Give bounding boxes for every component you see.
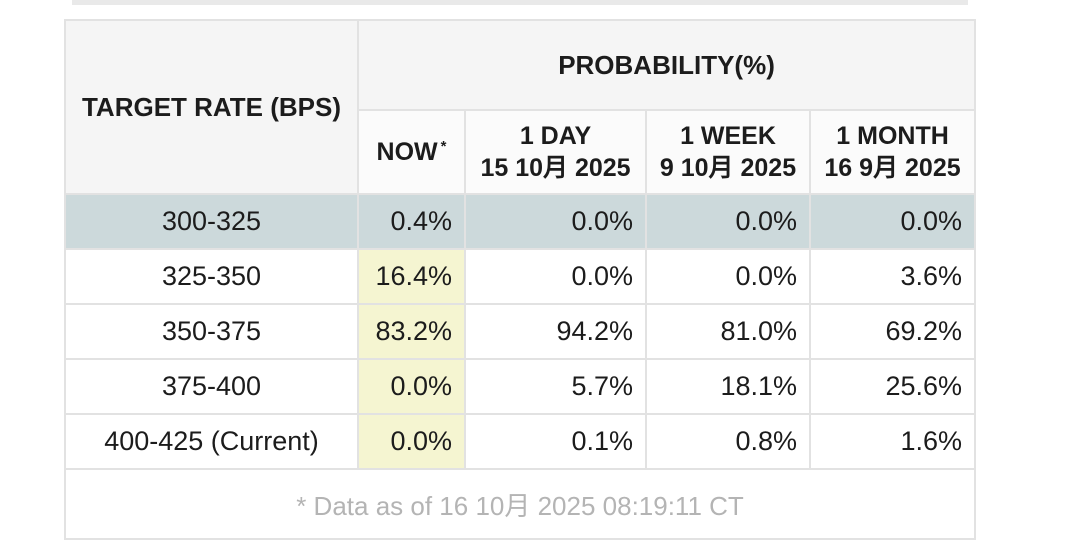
target-rate-cell: 350-375 <box>64 303 359 360</box>
one-day-value: 94.2% <box>464 303 647 360</box>
column-label: 1 MONTH <box>836 122 949 150</box>
target-rate-cell: 300-325 <box>64 193 359 250</box>
target-rate-cell: 375-400 <box>64 358 359 415</box>
probability-header: PROBABILITY(%) <box>356 19 977 111</box>
one-day-value: 5.7% <box>464 358 647 415</box>
one-week-value: 18.1% <box>645 358 811 415</box>
column-date: 9 10月 2025 <box>659 154 797 182</box>
one-day-value: 0.1% <box>464 413 647 470</box>
table-row-350-375: 350-375 83.2% 94.2% 81.0% 69.2% <box>64 303 977 360</box>
target-rate-header: TARGET RATE (BPS) <box>64 19 359 195</box>
now-value: 83.2% <box>357 303 466 360</box>
top-edge-strip <box>72 0 968 5</box>
column-date: 15 10月 2025 <box>480 154 631 182</box>
table-row-400-425-current: 400-425 (Current) 0.0% 0.1% 0.8% 1.6% <box>64 413 977 470</box>
one-week-value: 81.0% <box>645 303 811 360</box>
one-day-value: 0.0% <box>464 193 647 250</box>
one-week-value: 0.0% <box>645 248 811 305</box>
now-value: 0.4% <box>357 193 466 250</box>
table-row-325-350: 325-350 16.4% 0.0% 0.0% 3.6% <box>64 248 977 305</box>
column-header-row: NOW * 1 DAY 15 10月 2025 1 WEEK 9 10月 2025… <box>65 109 977 195</box>
column-label: 1 WEEK <box>680 122 776 150</box>
column-header-1month: 1 MONTH 16 9月 2025 <box>808 109 977 195</box>
column-header-now: NOW * <box>357 109 466 195</box>
table-row-375-400: 375-400 0.0% 5.7% 18.1% 25.6% <box>64 358 977 415</box>
target-rate-cell: 400-425 (Current) <box>64 413 359 470</box>
rate-probability-table: TARGET RATE (BPS) PROBABILITY(%) NOW * 1 … <box>63 19 977 540</box>
column-header-1day: 1 DAY 15 10月 2025 <box>464 109 647 195</box>
now-value: 0.0% <box>357 358 466 415</box>
footnote-row: * Data as of 16 10月 2025 08:19:11 CT <box>63 468 977 540</box>
one-month-value: 0.0% <box>808 193 977 250</box>
one-month-value: 69.2% <box>808 303 977 360</box>
column-header-1week: 1 WEEK 9 10月 2025 <box>645 109 811 195</box>
one-week-value: 0.8% <box>645 413 811 470</box>
one-month-value: 25.6% <box>808 358 977 415</box>
table-row-300-325: 300-325 0.4% 0.0% 0.0% 0.0% <box>64 193 977 250</box>
one-month-value: 3.6% <box>808 248 977 305</box>
now-value: 16.4% <box>357 248 466 305</box>
now-asterisk: * <box>440 137 447 155</box>
group-header-row: TARGET RATE (BPS) PROBABILITY(%) <box>64 19 977 195</box>
now-value: 0.0% <box>357 413 466 470</box>
now-label: NOW <box>376 138 438 166</box>
target-rate-cell: 325-350 <box>64 248 359 305</box>
one-week-value: 0.0% <box>645 193 811 250</box>
data-footnote: * Data as of 16 10月 2025 08:19:11 CT <box>63 468 977 540</box>
column-label: 1 DAY <box>519 122 592 150</box>
column-date: 16 9月 2025 <box>824 154 961 182</box>
one-month-value: 1.6% <box>808 413 977 470</box>
one-day-value: 0.0% <box>464 248 647 305</box>
